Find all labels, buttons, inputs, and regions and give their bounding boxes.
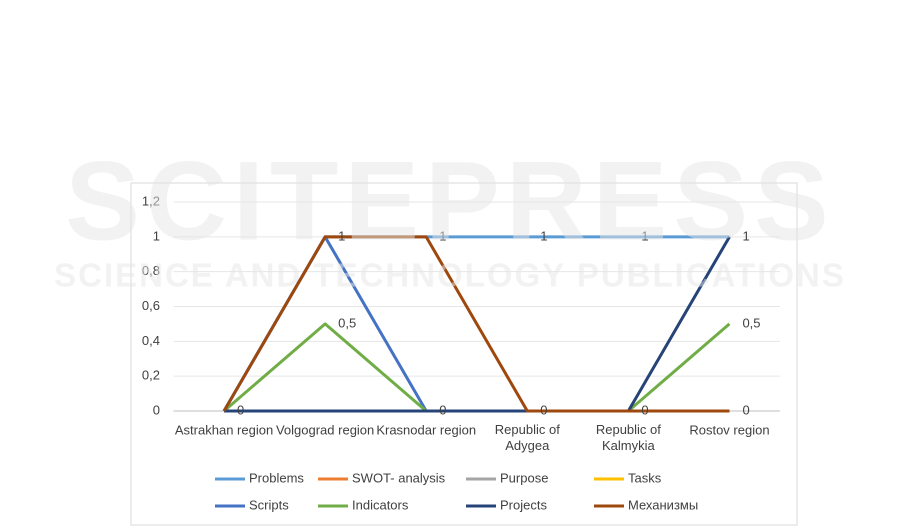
data-label: 1: [439, 228, 446, 243]
chart-frame: [130, 182, 798, 526]
y-tick-label: 1: [153, 228, 160, 243]
data-label: 1: [641, 228, 648, 243]
data-label: 0: [742, 402, 749, 417]
legend-label: Indicators: [352, 497, 409, 512]
chart: 0 0,2 0,4 0,6 0,8 1 1,2 Astrakhan region Volgogr…: [142, 193, 780, 512]
y-tick-label: 1,2: [142, 193, 160, 208]
y-tick-label: 0,2: [142, 368, 160, 383]
y-tick-label: 0,4: [142, 333, 160, 348]
data-label: 1: [540, 228, 547, 243]
data-label: 0,5: [742, 315, 760, 330]
legend-label: SWOT- analysis: [352, 470, 446, 485]
data-label: 0: [237, 402, 244, 417]
legend-label: Tasks: [628, 470, 662, 485]
watermark-title: SCITEPRESS: [65, 139, 835, 264]
data-label: 0,5: [338, 315, 356, 330]
x-tick-label: Astrakhan region: [175, 422, 273, 437]
x-tick-label: Republic of Kalmykia: [596, 422, 661, 453]
legend-label: Scripts: [249, 497, 289, 512]
data-label: 1: [742, 228, 749, 243]
x-tick-label: Republic of Adygea: [495, 422, 560, 453]
data-label: 0: [641, 402, 648, 417]
legend-label: Projects: [500, 497, 547, 512]
legend-label: Problems: [249, 470, 304, 485]
series-line: [224, 236, 731, 413]
x-tick-label: Rostov region: [689, 422, 769, 437]
y-tick-label: 0,6: [142, 298, 160, 313]
legend-label: Purpose: [500, 470, 548, 485]
watermark: SCITEPRESS SCIENCE AND TECHNOLOGY PUBLIC…: [54, 139, 846, 294]
watermark-subtitle: SCIENCE AND TECHNOLOGY PUBLICATIONS: [54, 257, 846, 294]
data-label: 1: [338, 228, 345, 243]
y-tick-label: 0: [153, 402, 160, 417]
data-label: 0: [540, 402, 547, 417]
series-line: [222, 235, 730, 413]
x-tick-label: Krasnodar region: [376, 422, 476, 437]
legend-label: Механизмы: [628, 497, 698, 512]
x-tick-label: Volgograd region: [276, 422, 374, 437]
data-label: 0: [439, 402, 446, 417]
y-tick-label: 0,8: [142, 263, 160, 278]
